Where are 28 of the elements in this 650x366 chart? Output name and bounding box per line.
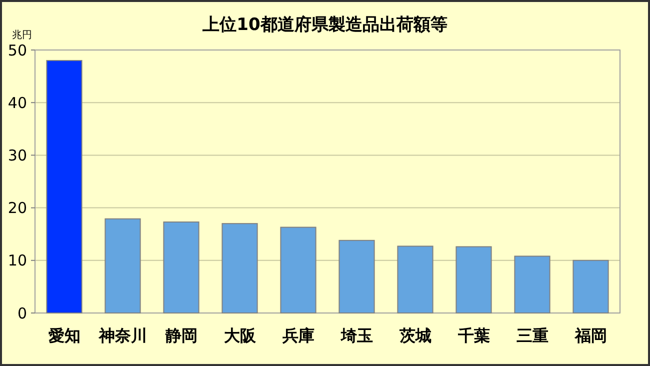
- bar: [280, 226, 316, 314]
- bar: [514, 256, 550, 314]
- bar: [222, 223, 258, 314]
- bar: [397, 246, 434, 314]
- x-tick-label: 兵庫: [281, 326, 314, 345]
- y-tick-label: 20: [8, 199, 27, 218]
- bar: [46, 60, 82, 314]
- x-tick-label: 千葉: [456, 326, 490, 345]
- y-tick-label: 10: [8, 252, 27, 270]
- bar: [163, 222, 200, 314]
- chart-title: 上位10都道府県製造品出荷額等: [202, 15, 448, 35]
- bar: [456, 246, 492, 314]
- x-tick-label: 愛知: [48, 326, 80, 345]
- bar: [338, 240, 375, 314]
- x-tick-label: 大阪: [224, 326, 257, 345]
- y-axis-title: 兆円: [12, 29, 32, 41]
- x-tick-label: 神奈川: [98, 326, 147, 345]
- x-tick-label: 静岡: [164, 326, 198, 345]
- x-tick-label: 三重: [516, 326, 548, 345]
- y-tick-label: 0: [17, 304, 27, 322]
- bar: [104, 218, 141, 314]
- y-tick-label: 30: [8, 146, 27, 164]
- y-tick-label: 40: [8, 94, 27, 112]
- x-tick-label: 茨城: [398, 326, 432, 345]
- x-tick-label: 埼玉: [340, 326, 373, 345]
- bar: [572, 260, 609, 314]
- y-tick-label: 50: [8, 41, 27, 60]
- x-tick-label: 福岡: [574, 326, 607, 345]
